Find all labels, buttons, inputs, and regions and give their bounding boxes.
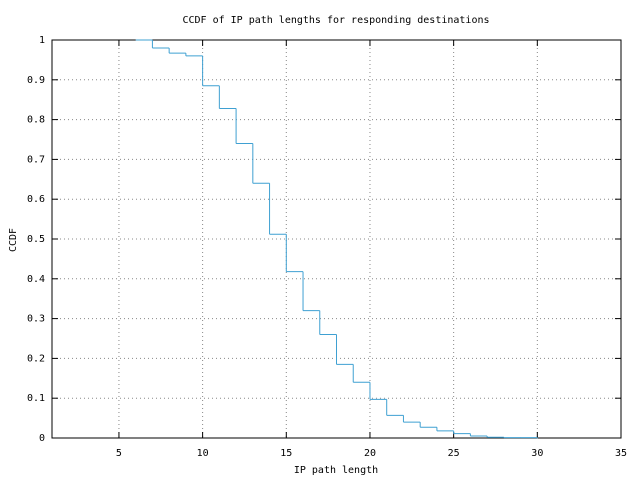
y-tick-label: 0.1 xyxy=(27,393,45,404)
y-tick-label: 0.4 xyxy=(27,274,45,285)
x-tick-label: 10 xyxy=(197,448,209,459)
x-tick-label: 30 xyxy=(531,448,543,459)
y-tick-label: 0.5 xyxy=(27,234,45,245)
y-tick-label: 0 xyxy=(39,433,45,444)
y-tick-label: 0.6 xyxy=(27,194,45,205)
y-tick-label: 0.7 xyxy=(27,154,45,165)
x-tick-label: 5 xyxy=(116,448,122,459)
x-tick-label: 35 xyxy=(615,448,627,459)
y-tick-label: 1 xyxy=(39,35,45,46)
chart-title: CCDF of IP path lengths for responding d… xyxy=(182,15,489,26)
x-tick-label: 15 xyxy=(280,448,292,459)
y-tick-label: 0.3 xyxy=(27,314,45,325)
plot-frame xyxy=(51,39,622,439)
y-tick-label: 0.9 xyxy=(27,75,45,86)
y-tick-label: 0.8 xyxy=(27,115,45,126)
y-axis-label: CCDF xyxy=(8,228,19,252)
y-tick-label: 0.2 xyxy=(27,353,45,364)
x-tick-label: 20 xyxy=(364,448,376,459)
x-axis-label: IP path length xyxy=(294,465,378,476)
step-end xyxy=(536,437,538,439)
x-tick-label: 25 xyxy=(448,448,460,459)
